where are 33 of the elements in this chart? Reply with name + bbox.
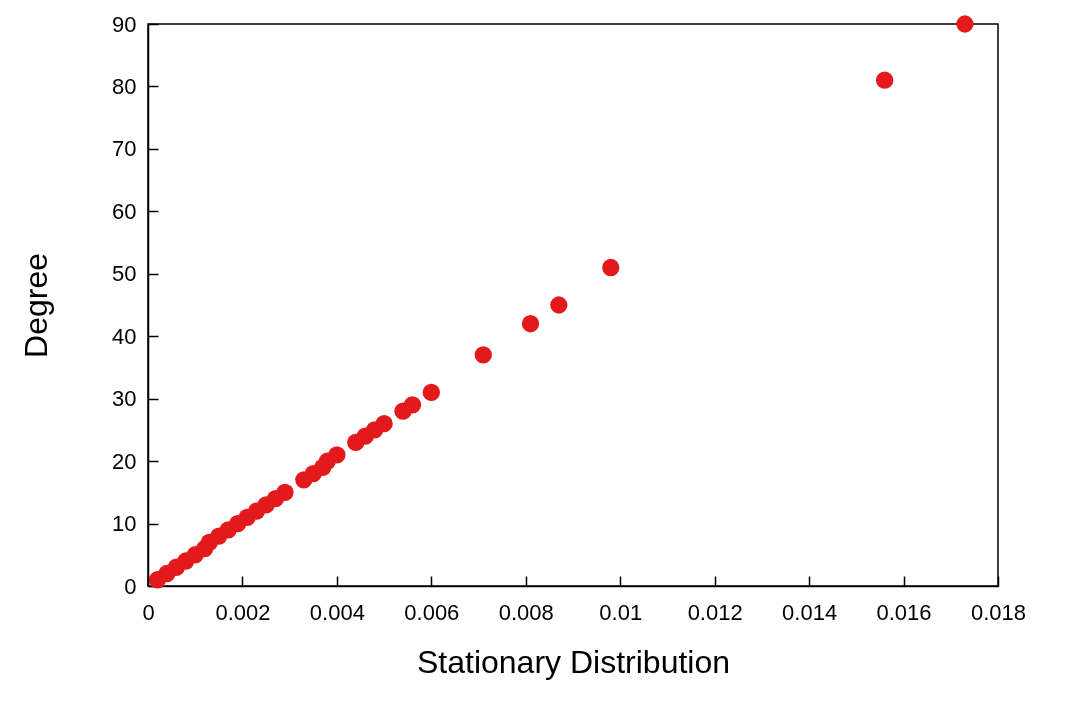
x-tick-label: 0.018 bbox=[970, 599, 1027, 625]
y-tick-label: 50 bbox=[112, 261, 137, 287]
x-tick-label: 0.01 bbox=[599, 599, 643, 625]
point bbox=[602, 258, 620, 277]
x-tick-label: 0.008 bbox=[498, 599, 554, 625]
x-tick-label: 0.006 bbox=[404, 599, 460, 625]
point bbox=[328, 446, 346, 464]
y-tick-label: 40 bbox=[112, 323, 137, 349]
x-tick-label: 0.012 bbox=[687, 599, 743, 625]
point bbox=[474, 346, 492, 364]
point bbox=[550, 296, 568, 314]
x-tick-label: 0.004 bbox=[309, 599, 365, 625]
x-tick-label: 0.014 bbox=[782, 599, 838, 625]
y-tick-label: 30 bbox=[112, 386, 137, 412]
point bbox=[422, 383, 440, 402]
y-tick-label: 70 bbox=[112, 136, 137, 162]
y-tick-label: 80 bbox=[112, 73, 137, 99]
point bbox=[956, 15, 974, 33]
y-tick-label: 90 bbox=[112, 11, 137, 37]
y-tick-label: 20 bbox=[112, 448, 137, 474]
point bbox=[375, 415, 393, 433]
y-tick-label: 0 bbox=[124, 573, 137, 599]
x-tick-label: 0.002 bbox=[215, 599, 271, 625]
point bbox=[521, 315, 540, 333]
x-tick-label: 0.016 bbox=[876, 599, 932, 625]
point bbox=[876, 71, 894, 89]
point bbox=[276, 483, 294, 501]
y-tick-label: 60 bbox=[112, 198, 137, 224]
point bbox=[403, 396, 422, 414]
x-axis-title: Stationary Distribution bbox=[416, 643, 731, 680]
x-tick-label: 0 bbox=[142, 599, 155, 625]
y-tick-label: 10 bbox=[112, 511, 137, 537]
y-axis-title: Degree bbox=[18, 253, 55, 358]
